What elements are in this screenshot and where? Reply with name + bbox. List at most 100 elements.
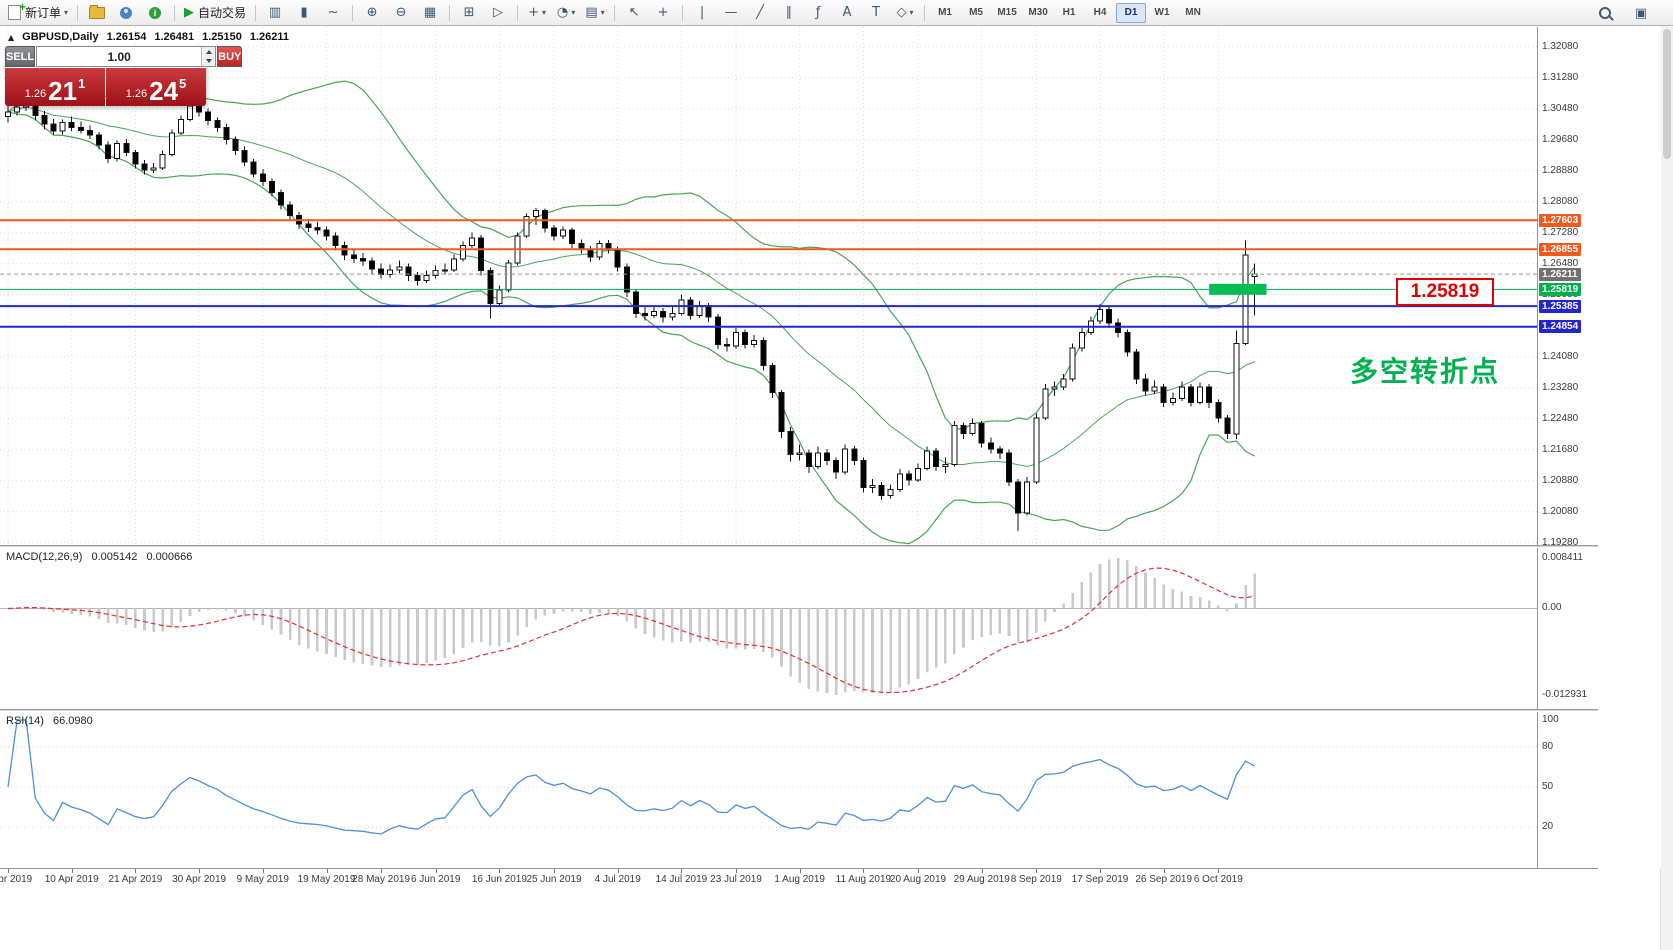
macd-signal-value: 0.000666 [146,551,193,563]
bar-chart-icon[interactable]: ▥ [268,5,282,20]
zoom-in-icon[interactable]: ⊕ [366,5,378,20]
macd-main-value: 0.005142 [91,551,138,563]
time-axis-tick [736,869,737,873]
open-value: 1.26154 [106,31,147,43]
volume-input[interactable] [37,47,202,66]
price-axis[interactable]: 1.32080 1.31280 1.30480 1.29680 1.28880 1.280… [1537,27,1661,868]
price-axis-label: 1.28080 [1542,195,1579,207]
macd-axis-label: 0.008411 [1542,552,1583,563]
panel-toggle-icon[interactable]: ▣ [1634,5,1648,21]
timeframe-button-m1[interactable]: M1 [938,6,952,18]
one-click-trading-panel: SELL BUY 1.26 21 1 1.26 24 5 [5,46,243,106]
sell-price-figure: 1.26 [24,88,47,100]
sell-button[interactable]: SELL [5,46,36,67]
vertical-line-icon[interactable]: | [699,5,705,20]
dropdown-caret-icon: ▾ [541,8,546,17]
new-order-button[interactable]: 新订单▾ [4,0,72,24]
template-icon[interactable]: ▤ ▾ [585,5,605,20]
panel-separator[interactable] [0,545,1598,548]
fibonacci-icon[interactable]: ƒ [815,5,821,20]
time-axis-tick [71,869,73,873]
period-selector-icon[interactable]: ◔ ▾ [556,5,576,20]
time-axis[interactable]: 1 Apr 2019 10 Apr 2019 21 Apr 2019 30 Apr 2… [0,868,1598,891]
close-value: 1.26211 [249,31,290,43]
axis-label-resistance-line-lower: 1.26855 [1539,242,1582,256]
panel-separator[interactable] [0,709,1598,712]
date-label: 26 Sep 2019 [1135,874,1193,885]
macd-axis-label: -0.012931 [1542,689,1588,700]
date-label: 1 Apr 2019 [0,874,33,885]
chart-shift-icon[interactable]: ▷ [493,5,504,20]
price-annotation-box[interactable]: 1.25819 [1396,278,1494,306]
buy-button[interactable]: BUY [217,46,243,67]
price-axis-label: 1.20880 [1542,474,1579,486]
time-axis-tick [381,869,383,873]
scrollbar-thumb[interactable] [1663,29,1671,159]
turning-point-annotation[interactable]: 多空转折点 [1350,355,1501,388]
search-icon[interactable] [1591,2,1619,24]
axis-label-turning-point-line: 1.25819 [1539,282,1582,296]
autotrading-button[interactable]: ▶ 自动交易 [184,5,247,20]
dropdown-caret-icon: ▾ [600,8,605,17]
line-chart-icon[interactable]: ~ [327,5,339,20]
date-label: 1 Aug 2019 [774,874,825,885]
bollinger-middle-band [7,106,1255,467]
timeframe-button-h4[interactable]: H4 [1093,6,1107,18]
date-label: 30 Apr 2019 [172,874,227,885]
turning-point-highlight-segment[interactable] [1209,283,1267,295]
trendline-icon[interactable]: ╱ [756,5,764,20]
shapes-icon[interactable]: ◇ ▾ [896,5,914,20]
price-axis-label: 1.20080 [1542,505,1579,517]
charts-profile-icon [89,4,106,19]
candlestick-chart-icon[interactable]: ▮ [300,5,308,20]
auto-scroll-icon[interactable]: ▦ [423,5,437,20]
tile-windows-icon[interactable]: ⊞ [463,5,475,20]
axis-label-resistance-line-upper: 1.27603 [1539,213,1582,227]
toolbar: 新订单▾ i ▶自动交易 ▥ ▮ ~ ⊕ ⊖ ▦ ⊞ ▷ +▾ ◔▾ ▤▾ ↖ + | — ╱ ∥ ƒ A T ◇▾ M1 M5 M… [0,0,1673,26]
macd-panel[interactable] [0,548,1537,709]
rsi-label: RSI(14) 66.0980 [6,715,93,727]
new-chart-icon[interactable]: + ▾ [528,5,546,20]
volume-spinner [201,47,216,66]
channel-icon[interactable]: ∥ [785,5,793,20]
grid [0,27,1537,545]
timeframe-button-m5[interactable]: M5 [969,6,983,18]
timeframe-button-d1[interactable]: D1 [1116,2,1147,23]
price-axis-label: 1.23280 [1542,381,1579,393]
sell-price-button[interactable]: 1.26 21 1 [5,68,105,106]
time-axis-tick [135,869,137,873]
market-watch-icon[interactable] [112,2,140,24]
label-icon[interactable]: T [872,5,881,20]
zoom-out-icon[interactable]: ⊖ [395,5,407,20]
charts-profile-icon[interactable] [83,2,111,24]
timeframe-button-mn[interactable]: MN [1185,6,1201,18]
toolbar-separator [352,4,354,21]
volume-increase-button[interactable] [202,47,216,57]
timeframe-button-m30[interactable]: M30 [1028,6,1048,18]
price-axis-label: 1.28880 [1542,164,1579,176]
timeframe-button-w1[interactable]: W1 [1154,6,1170,18]
toolbar-right: ▣ [1591,0,1655,26]
date-label: 29 Aug 2019 [953,874,1010,885]
volume-decrease-button[interactable] [202,56,216,66]
text-icon[interactable]: A [842,5,852,20]
buy-price-button[interactable]: 1.26 24 5 [106,68,206,106]
price-axis-label: 1.24080 [1542,350,1579,362]
timeframe-button-m15[interactable]: M15 [997,6,1017,18]
crosshair-icon[interactable]: + [657,5,669,20]
price-axis-label: 1.22480 [1542,412,1579,424]
timeframe-button-h1[interactable]: H1 [1062,6,1076,18]
data-window-icon[interactable]: i [141,2,169,24]
date-label: 17 Sep 2019 [1071,874,1129,885]
sell-price-point: 1 [78,76,86,91]
horizontal-line-icon[interactable]: — [724,5,738,20]
macd-histogram [6,558,1256,695]
one-click-panel-toggle-icon[interactable]: ▲ [8,32,15,42]
cursor-icon[interactable]: ↖ [628,5,640,20]
rsi-panel[interactable] [0,712,1537,868]
main-chart[interactable] [0,27,1537,545]
time-axis-tick [554,869,555,873]
time-axis-tick [1036,869,1038,873]
vertical-scrollbar[interactable] [1660,26,1673,950]
